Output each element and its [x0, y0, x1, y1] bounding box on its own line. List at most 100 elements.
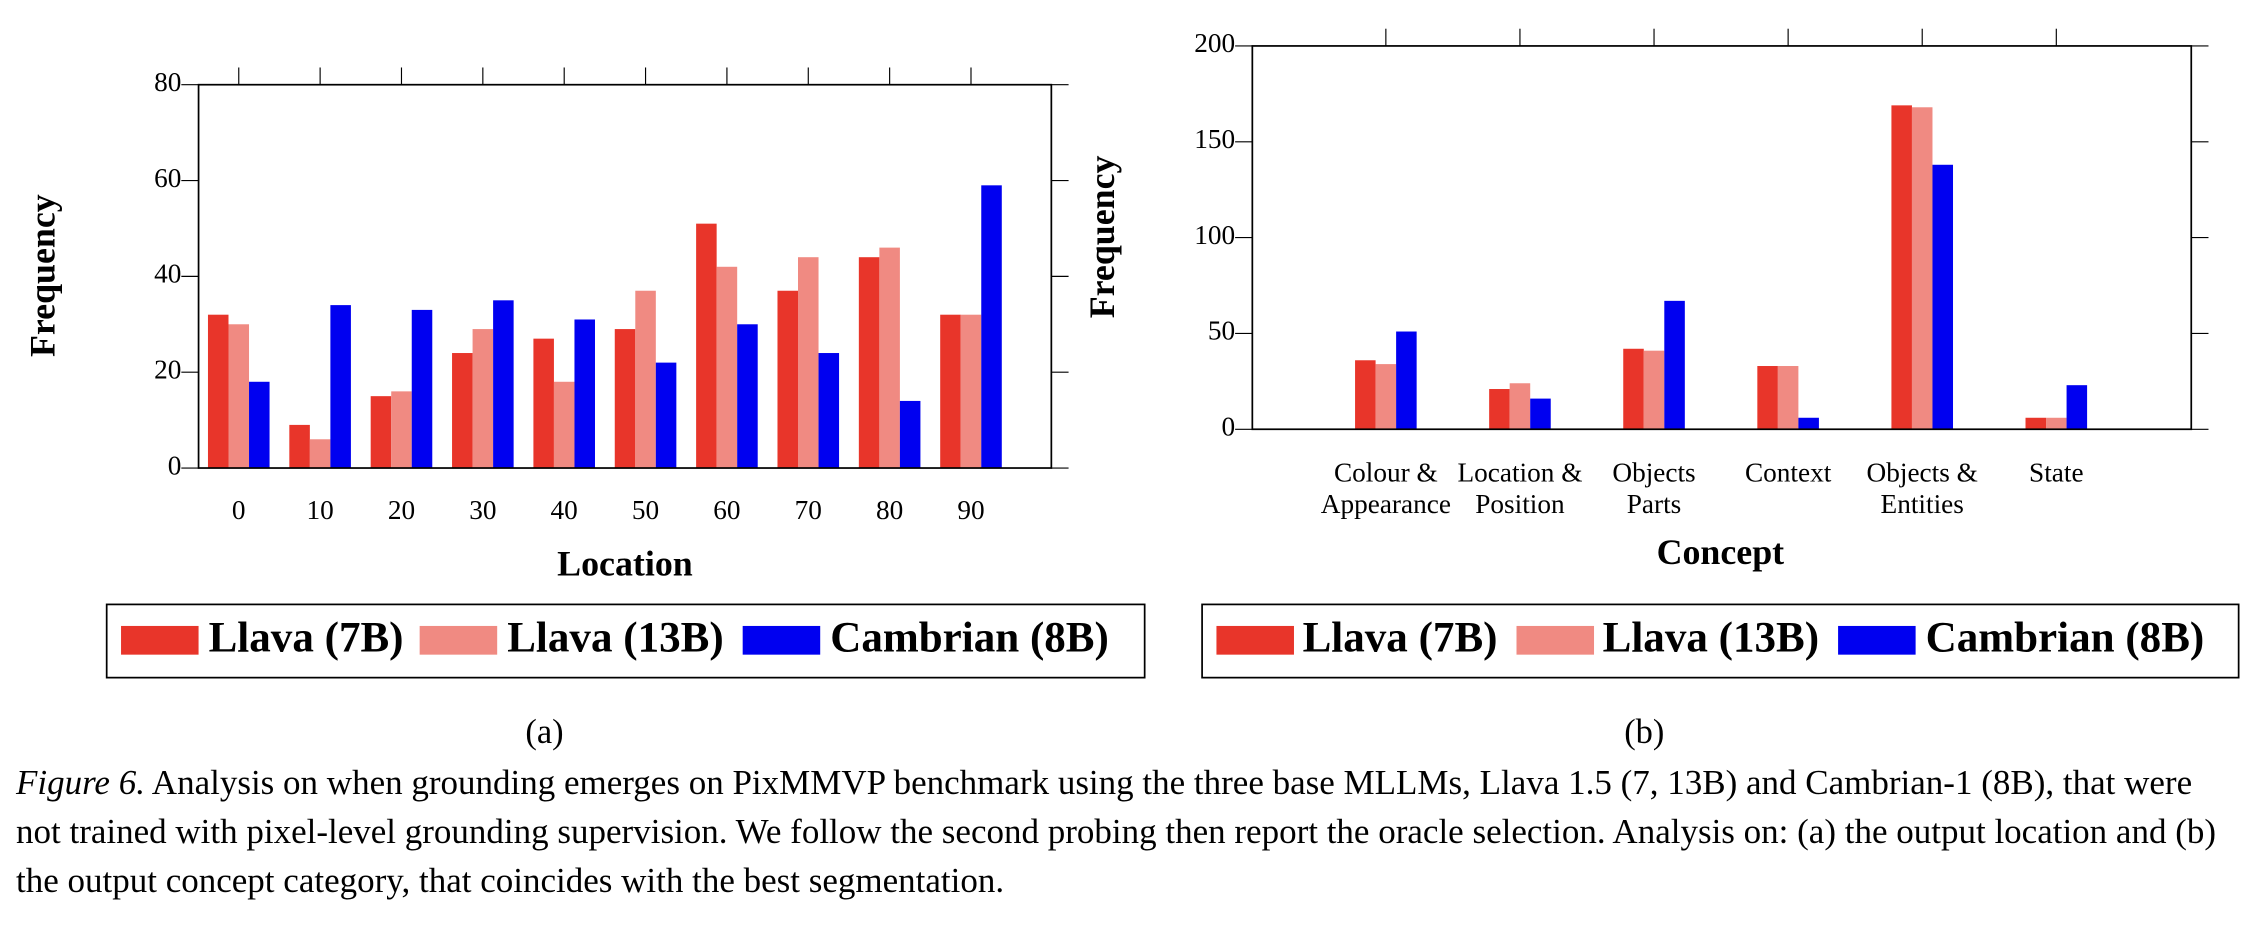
bar: [2025, 417, 2047, 430]
caption-label: Figure 6.: [16, 763, 145, 802]
bar: [777, 290, 799, 469]
bar: [309, 439, 331, 469]
y-tick-label: 0: [168, 450, 182, 480]
bar: [493, 300, 514, 469]
y-tick-label: 150: [1194, 124, 1235, 154]
x-tick-label: Position: [1475, 489, 1565, 519]
bar: [2066, 385, 2088, 430]
bar: [1375, 364, 1397, 430]
bar: [1798, 417, 1819, 430]
bar: [1355, 360, 1376, 430]
bar: [655, 362, 677, 469]
bar: [553, 381, 575, 469]
bar: [228, 324, 250, 469]
y-tick-label: 100: [1194, 220, 1235, 250]
bar: [635, 290, 656, 469]
bar: [1911, 107, 1933, 430]
bar: [960, 314, 982, 469]
bar: [716, 266, 738, 469]
legend-box: [1201, 603, 2240, 679]
bar: [207, 314, 229, 469]
bar: [370, 396, 392, 469]
x-tick-label: 90: [957, 495, 984, 525]
y-tick-label: 50: [1208, 316, 1235, 346]
legend-label: Cambrian (8B): [1926, 615, 2205, 662]
y-tick-label: 20: [154, 354, 181, 384]
x-tick-label: Objects &: [1867, 457, 1978, 487]
bar: [614, 329, 636, 469]
legend-label: Llava (7B): [1303, 615, 1498, 662]
bar: [818, 353, 840, 469]
bar: [391, 391, 412, 469]
legend-label: Llava (13B): [507, 615, 723, 662]
legend-swatch: [1516, 625, 1595, 655]
bar: [411, 309, 433, 469]
subcaption: (b): [1624, 713, 1664, 751]
x-axis-title: Location: [557, 543, 693, 583]
legend-label: Llava (13B): [1603, 615, 1819, 662]
bar: [858, 257, 880, 469]
x-tick-label: 0: [232, 495, 246, 525]
caption-text: Analysis on when grounding emerges on Pi…: [16, 763, 2217, 900]
legend-box: [105, 603, 1146, 679]
y-tick-label: 200: [1194, 28, 1235, 58]
bar: [2046, 417, 2067, 430]
bar: [940, 314, 961, 469]
bar: [1932, 164, 1954, 430]
x-tick-label: 60: [713, 495, 740, 525]
y-tick-label: 0: [1221, 412, 1235, 442]
legend-swatch: [121, 625, 199, 655]
caption: Figure 6. Analysis on when grounding eme…: [16, 758, 2241, 905]
x-tick-label: Location &: [1457, 457, 1582, 487]
x-tick-label: State: [2029, 457, 2084, 487]
bar: [472, 329, 494, 469]
bar: [798, 257, 819, 469]
bar: [1509, 383, 1531, 430]
bar: [1643, 350, 1665, 430]
x-tick-label: 10: [306, 495, 333, 525]
bar: [1777, 366, 1799, 430]
y-tick-label: 80: [154, 67, 181, 97]
bar: [452, 353, 473, 469]
x-tick-label: 80: [876, 495, 903, 525]
bar: [1489, 389, 1510, 430]
legend-swatch: [1838, 625, 1916, 655]
x-tick-label: Colour &: [1334, 457, 1438, 487]
bar: [289, 424, 310, 469]
bar: [1891, 105, 1912, 430]
bar: [737, 324, 758, 469]
y-axis-title: Frequency: [23, 194, 63, 357]
y-axis-title: Frequency: [1082, 155, 1122, 318]
bar: [533, 338, 554, 469]
bar: [330, 305, 351, 469]
bar: [249, 381, 270, 469]
bar: [1664, 300, 1685, 430]
legend-swatch: [742, 625, 821, 655]
x-tick-label: Appearance: [1321, 489, 1451, 519]
bar: [1757, 366, 1778, 430]
x-tick-label: 30: [469, 495, 496, 525]
x-tick-label: 40: [551, 495, 578, 525]
bar: [1530, 398, 1551, 430]
x-tick-label: Entities: [1881, 489, 1964, 519]
y-tick-label: 60: [154, 163, 181, 193]
x-axis-title: Concept: [1657, 532, 1785, 572]
bar: [1623, 348, 1644, 430]
bar: [879, 247, 900, 469]
legend-label: Cambrian (8B): [830, 615, 1109, 662]
x-tick-label: 50: [632, 495, 659, 525]
y-tick-label: 40: [154, 259, 181, 289]
bar: [899, 400, 921, 469]
x-tick-label: Objects: [1612, 457, 1695, 487]
legend-swatch: [419, 625, 498, 655]
legend-label: Llava (7B): [209, 615, 404, 662]
x-tick-label: 20: [388, 495, 415, 525]
subcaption: (a): [525, 713, 563, 751]
x-tick-label: 70: [795, 495, 822, 525]
bar: [981, 185, 1002, 469]
bar: [1396, 331, 1417, 430]
x-tick-label: Parts: [1627, 489, 1682, 519]
x-tick-label: Context: [1745, 457, 1832, 487]
